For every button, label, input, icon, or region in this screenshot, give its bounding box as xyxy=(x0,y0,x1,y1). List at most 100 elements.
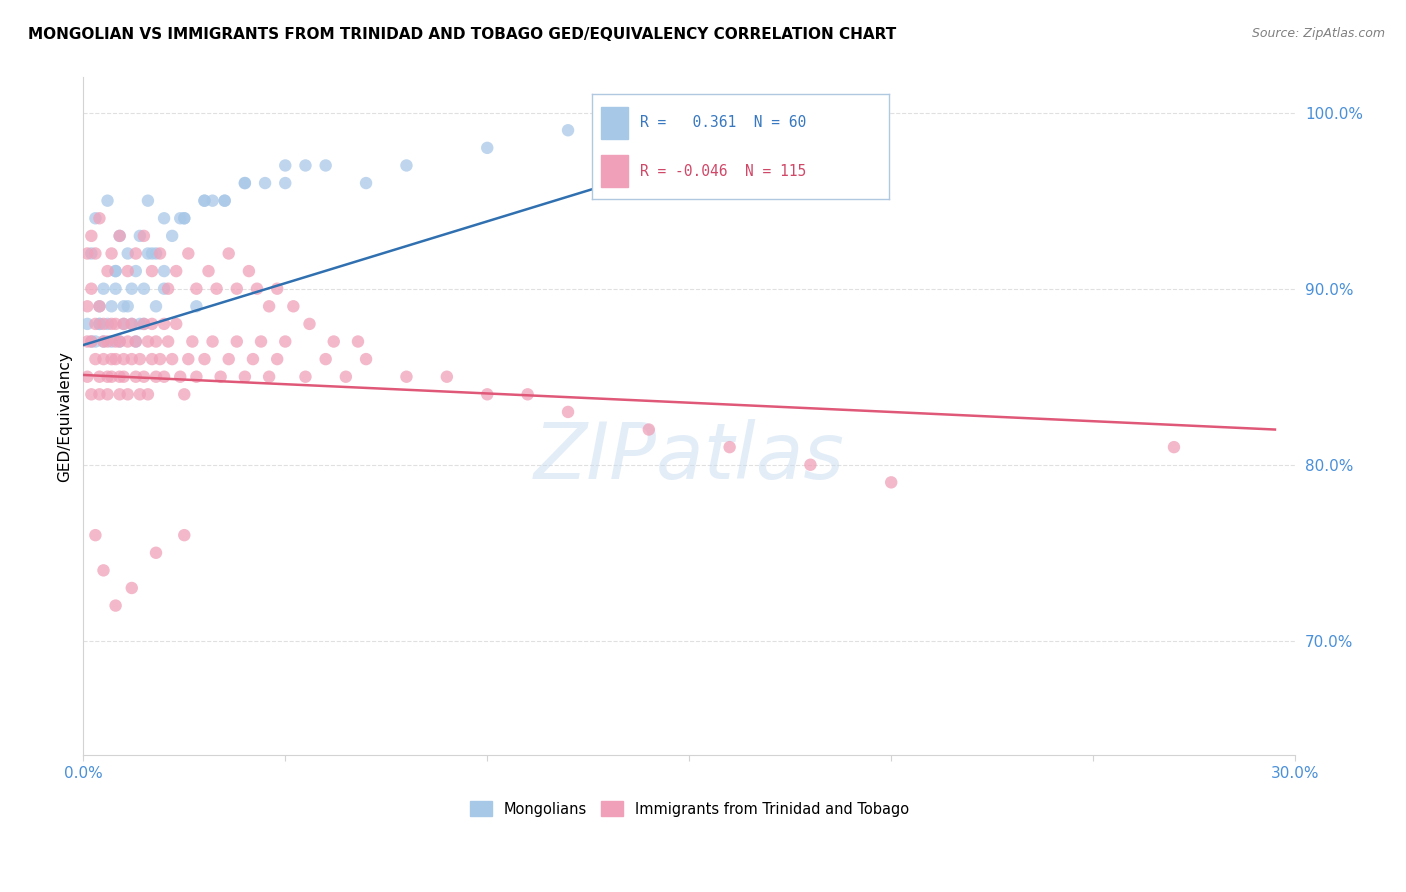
Point xyxy=(315,158,337,172)
Point xyxy=(149,352,172,367)
Point xyxy=(274,334,297,349)
Point xyxy=(186,369,208,384)
Point xyxy=(89,299,111,313)
Point xyxy=(104,599,127,613)
Point xyxy=(121,352,143,367)
Point xyxy=(100,352,122,367)
Point xyxy=(108,387,131,401)
Point xyxy=(108,228,131,243)
Point xyxy=(880,475,903,490)
Point xyxy=(80,334,103,349)
Point xyxy=(197,264,219,278)
Point xyxy=(186,282,208,296)
Point xyxy=(125,334,148,349)
Point xyxy=(84,211,107,226)
Point xyxy=(799,458,821,472)
Point xyxy=(233,176,256,190)
Point xyxy=(201,194,224,208)
Point xyxy=(266,282,288,296)
Point xyxy=(718,440,741,454)
Point xyxy=(100,334,122,349)
Point xyxy=(89,299,111,313)
Point xyxy=(136,246,159,260)
Point xyxy=(238,264,260,278)
Point xyxy=(132,317,155,331)
Point xyxy=(96,194,118,208)
Point xyxy=(132,228,155,243)
Point xyxy=(76,369,98,384)
Point xyxy=(322,334,344,349)
Point xyxy=(80,246,103,260)
Point xyxy=(173,387,195,401)
Point xyxy=(1163,440,1185,454)
Point xyxy=(100,299,122,313)
Point xyxy=(257,299,280,313)
Point xyxy=(294,158,316,172)
Point xyxy=(93,282,115,296)
Point xyxy=(218,352,240,367)
Point xyxy=(225,334,247,349)
Point xyxy=(145,334,167,349)
Point xyxy=(250,334,273,349)
Point xyxy=(96,334,118,349)
Point xyxy=(153,211,176,226)
Text: ZIPatlas: ZIPatlas xyxy=(534,419,845,495)
Point xyxy=(76,246,98,260)
Point xyxy=(145,246,167,260)
Point xyxy=(193,352,215,367)
Point xyxy=(100,369,122,384)
Point xyxy=(121,282,143,296)
Point xyxy=(93,334,115,349)
Point xyxy=(157,334,180,349)
Point xyxy=(298,317,321,331)
Point xyxy=(315,352,337,367)
Point xyxy=(153,369,176,384)
Point xyxy=(93,317,115,331)
Point xyxy=(283,299,305,313)
Point xyxy=(89,317,111,331)
Point xyxy=(347,334,370,349)
Point xyxy=(76,299,98,313)
Point xyxy=(165,264,187,278)
Point xyxy=(173,211,195,226)
Point xyxy=(177,352,200,367)
Point xyxy=(294,369,316,384)
Point xyxy=(100,246,122,260)
Point xyxy=(136,387,159,401)
Point xyxy=(112,317,135,331)
Point xyxy=(89,317,111,331)
Point xyxy=(436,369,458,384)
Point xyxy=(354,352,377,367)
Point xyxy=(104,282,127,296)
Point xyxy=(84,317,107,331)
Point xyxy=(141,246,163,260)
Point xyxy=(160,228,183,243)
Point xyxy=(477,141,499,155)
Point xyxy=(128,387,150,401)
Point xyxy=(112,352,135,367)
Point xyxy=(395,369,418,384)
Point xyxy=(242,352,264,367)
Point xyxy=(121,317,143,331)
Point xyxy=(209,369,232,384)
Point xyxy=(76,317,98,331)
Point xyxy=(149,246,172,260)
Point xyxy=(193,194,215,208)
Point xyxy=(557,123,579,137)
Text: Source: ZipAtlas.com: Source: ZipAtlas.com xyxy=(1251,27,1385,40)
Point xyxy=(153,317,176,331)
Point xyxy=(121,317,143,331)
Point xyxy=(354,176,377,190)
Point xyxy=(516,387,538,401)
Point xyxy=(104,352,127,367)
Point xyxy=(84,352,107,367)
Point xyxy=(117,387,139,401)
Point xyxy=(108,228,131,243)
Point xyxy=(96,387,118,401)
Point xyxy=(169,369,191,384)
Point xyxy=(117,246,139,260)
Point xyxy=(218,246,240,260)
Point xyxy=(335,369,357,384)
Point xyxy=(225,282,247,296)
Point xyxy=(112,299,135,313)
